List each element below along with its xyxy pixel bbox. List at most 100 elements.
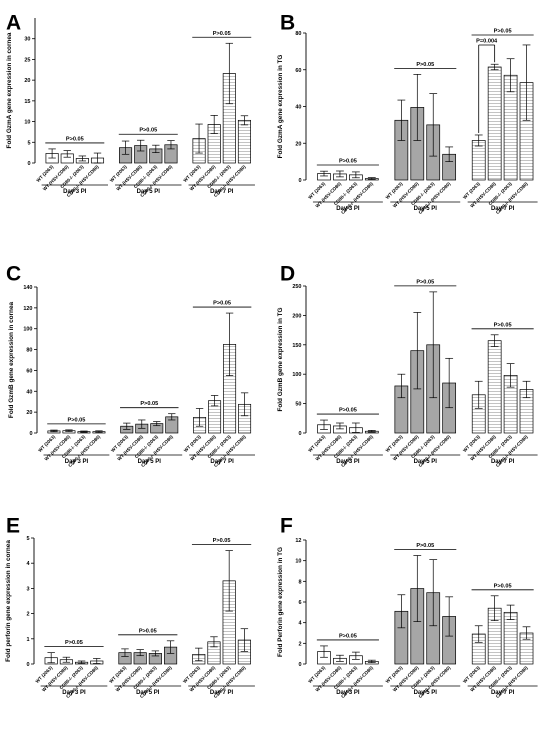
y-axis-label: Fold GzmB gene expression in cornea — [8, 301, 15, 418]
significance-label: P>0.05 — [66, 136, 84, 142]
significance-label: P>0.05 — [416, 543, 434, 549]
y-tick-label: 10 — [24, 120, 30, 126]
y-tick-label: 0 — [298, 662, 301, 668]
group-label: Day 5 PI — [138, 459, 162, 465]
bar — [487, 340, 502, 434]
bar — [237, 119, 251, 164]
group-label: Day 7 PI — [491, 459, 515, 465]
panel-label: E — [6, 515, 20, 538]
chart-panel-e: E 0 1 2 3 4 5 Fold perforin gene expression in … — [5, 515, 255, 699]
y-tick-label: 2 — [26, 612, 29, 618]
group-label: Day 5 PI — [136, 690, 160, 696]
group-label: Day 3 PI — [336, 206, 360, 212]
significance-label: P>0.05 — [494, 322, 512, 328]
y-tick-label: 20 — [295, 141, 301, 147]
y-tick-label: 30 — [24, 37, 30, 43]
group-label: Day 5 PI — [414, 459, 438, 465]
panel-label: D — [280, 263, 295, 286]
y-tick-label: 1 — [26, 637, 29, 643]
y-tick-label: 0 — [298, 431, 301, 437]
y-tick-label: 60 — [26, 368, 32, 374]
y-tick-label: 100 — [292, 372, 301, 378]
y-tick-label: 8 — [298, 579, 301, 585]
group-label: Day 5 PI — [414, 690, 438, 696]
y-tick-label: 3 — [26, 586, 29, 592]
significance-label: P>0.05 — [139, 628, 157, 634]
y-tick-label: 120 — [23, 306, 32, 312]
y-tick-label: 40 — [295, 105, 301, 111]
group-label: Day 3 PI — [336, 690, 360, 696]
y-tick-label: 60 — [295, 68, 301, 74]
y-tick-label: 150 — [292, 343, 301, 349]
group-label: Day 3 PI — [65, 459, 89, 465]
significance-label: P>0.05 — [416, 279, 434, 285]
group-label: Day 3 PI — [63, 189, 87, 195]
y-tick-label: 4 — [26, 561, 30, 567]
bar — [471, 140, 486, 181]
significance-label: P>0.05 — [140, 401, 158, 407]
significance-label: P>0.05 — [339, 633, 357, 639]
group-label: Day 5 PI — [414, 206, 438, 212]
significance-label: P>0.05 — [339, 158, 357, 164]
y-tick-label: 0 — [29, 431, 32, 437]
chart-panel-a: A 0 5 10 15 20 25 30 Fold GzmA gene expression i… — [6, 12, 255, 198]
group-label: Day 5 PI — [137, 189, 161, 195]
y-axis-label: Fold GzmA gene expression in cornea — [6, 32, 13, 148]
bar — [487, 66, 502, 181]
y-tick-label: 80 — [26, 348, 32, 354]
y-tick-label: 0 — [27, 161, 30, 167]
y-tick-label: 50 — [295, 402, 301, 408]
y-tick-label: 15 — [24, 99, 30, 105]
y-tick-label: 10 — [295, 559, 301, 565]
chart-panel-f: F 0 2 4 6 8 10 12 Fold Perforin gene expression … — [277, 515, 538, 699]
y-axis-label: Fold GzmB gene expression in TG — [277, 307, 284, 411]
y-axis-label: Fold Perforin gene expression in TG — [277, 547, 284, 657]
y-tick-label: 80 — [295, 31, 301, 37]
significance-label: P>0.05 — [68, 417, 86, 423]
y-tick-label: 5 — [26, 536, 29, 542]
group-label: Day 7 PI — [210, 189, 234, 195]
y-tick-label: 12 — [295, 538, 301, 544]
chart-panel-b: B 0 20 40 60 80 Fold GzmA gene expression in T… — [277, 12, 538, 215]
group-label: Day 7 PI — [210, 459, 234, 465]
group-label: Day 3 PI — [62, 690, 86, 696]
significance-label: P>0.05 — [416, 62, 434, 68]
significance-label: P>0.05 — [213, 301, 231, 307]
group-label: Day 3 PI — [336, 459, 360, 465]
y-tick-label: 40 — [26, 389, 32, 395]
y-tick-label: 20 — [24, 78, 30, 84]
significance-label: P>0.05 — [65, 640, 83, 646]
significance-label: P>0.05 — [213, 538, 231, 544]
y-tick-label: 2 — [298, 641, 301, 647]
significance-label: P>0.05 — [139, 128, 157, 134]
y-tick-label: 4 — [298, 621, 302, 627]
group-label: Day 7 PI — [491, 690, 515, 696]
panel-label: F — [280, 515, 293, 538]
significance-label: P>0.05 — [494, 583, 512, 589]
y-tick-label: 20 — [26, 410, 32, 416]
group-label: Day 7 PI — [210, 690, 234, 696]
significance-label: P>0.05 — [213, 31, 231, 37]
y-axis-label: Fold GzmA gene expression in TG — [277, 55, 284, 159]
bar — [503, 611, 518, 665]
y-tick-label: 250 — [292, 284, 301, 290]
y-tick-label: 140 — [23, 285, 32, 291]
panel-label: B — [280, 12, 295, 35]
chart-panel-c: C 0 20 40 60 80 100 120 140 Fold GzmB gene expres… — [6, 263, 256, 468]
group-label: Day 7 PI — [491, 206, 515, 212]
pair-significance-label: P=0.004 — [476, 39, 498, 45]
panel-label: A — [6, 12, 21, 35]
y-tick-label: 100 — [23, 327, 32, 333]
chart-panel-d: D 0 50 100 150 200 250 Fold GzmB gene expressio… — [277, 263, 538, 468]
y-tick-label: 6 — [298, 600, 301, 606]
y-tick-label: 0 — [298, 178, 301, 184]
y-tick-label: 0 — [26, 662, 29, 668]
y-tick-label: 200 — [292, 313, 301, 319]
y-tick-label: 25 — [24, 57, 30, 63]
y-tick-label: 5 — [27, 140, 30, 146]
y-axis-label: Fold perforin gene expression in cornea — [5, 540, 12, 662]
panel-label: C — [6, 263, 21, 286]
significance-label: P>0.05 — [339, 408, 357, 414]
significance-label: P>0.05 — [494, 29, 512, 35]
